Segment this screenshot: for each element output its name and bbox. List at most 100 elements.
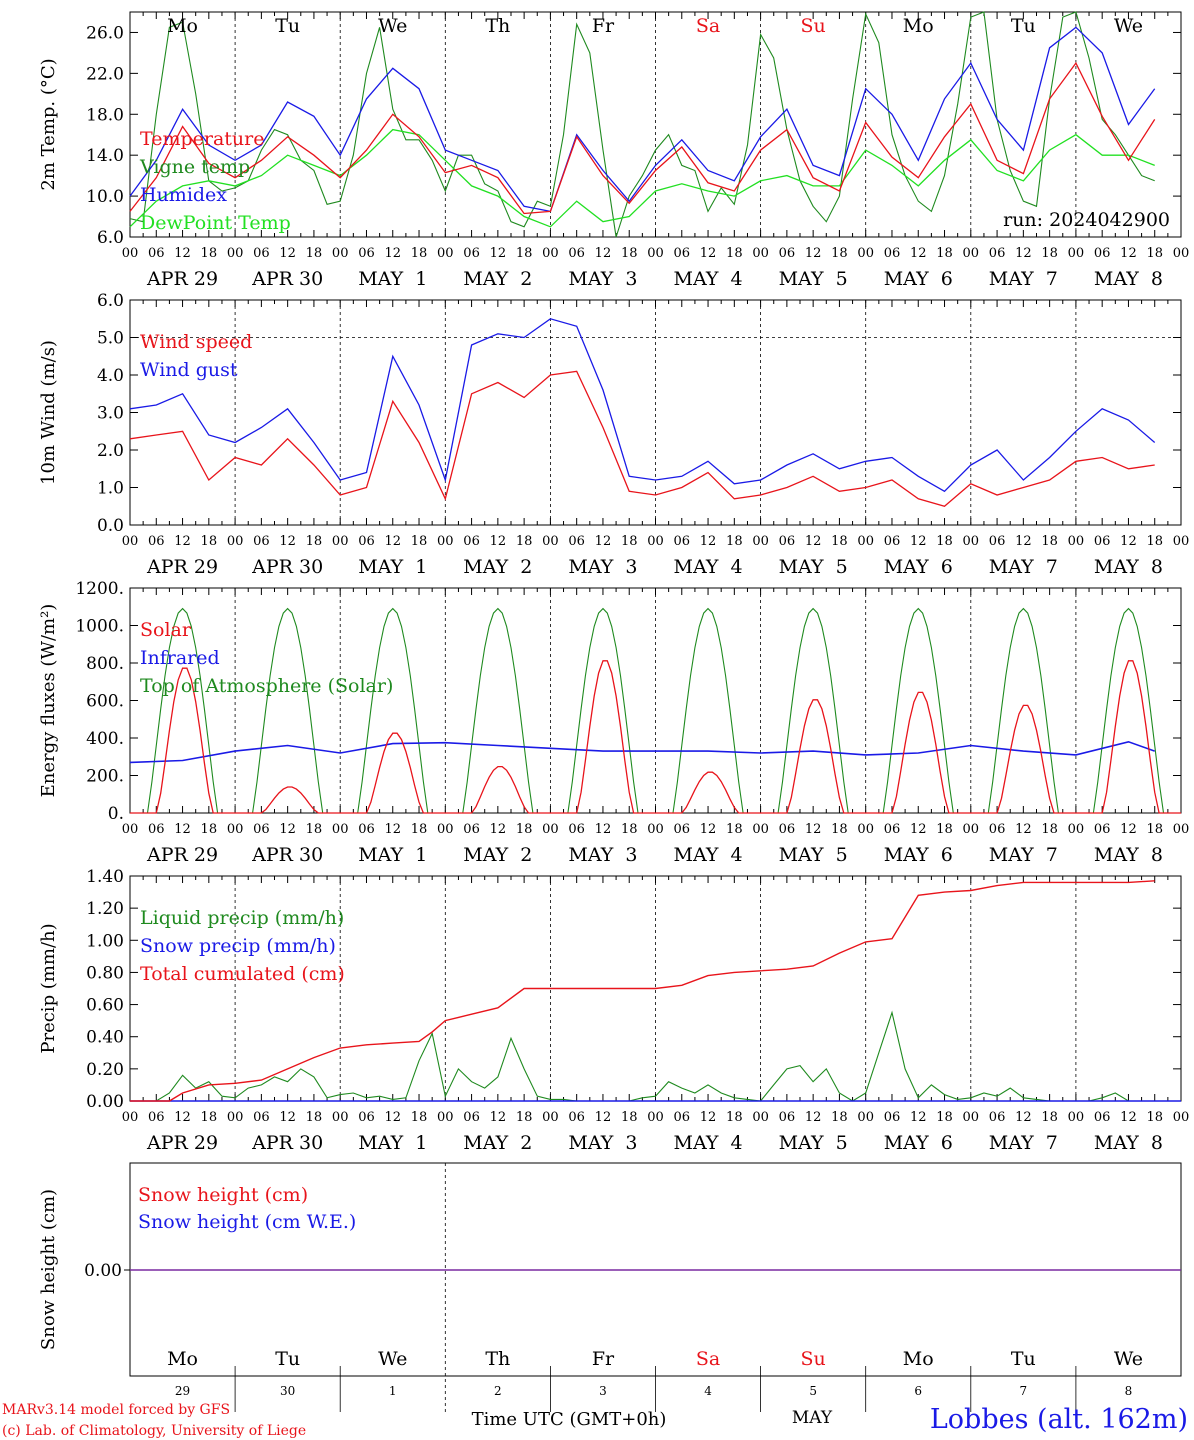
day-number-label: 5 [809, 1384, 817, 1398]
hour-tick-label: 18 [936, 534, 953, 549]
hour-tick-label: 06 [463, 534, 480, 549]
weekday-label: Th [485, 15, 510, 37]
date-label: MAY 1 [358, 268, 427, 290]
hour-tick-label: 18 [201, 534, 218, 549]
hour-tick-label: 12 [490, 534, 507, 549]
date-label: MAY 4 [673, 1132, 742, 1154]
weekday-label: We [1114, 1348, 1143, 1370]
y-tick-label: 200. [86, 767, 124, 787]
hour-tick-label: 12 [490, 1110, 507, 1125]
date-label: APR 29 [146, 844, 218, 866]
hour-tick-label: 06 [253, 822, 270, 837]
hour-tick-label: 18 [831, 822, 848, 837]
series-total-cumulated [130, 880, 1155, 1102]
hour-tick-label: 00 [227, 246, 244, 261]
day-number-label: 29 [175, 1384, 190, 1398]
legend-wind-speed: Wind speed [140, 331, 252, 353]
hour-tick-label: 12 [384, 246, 401, 261]
hour-tick-label: 12 [279, 534, 296, 549]
date-label: MAY 7 [989, 1132, 1058, 1154]
date-label: MAY 6 [884, 268, 953, 290]
hour-tick-label: 18 [621, 822, 638, 837]
date-label: MAY 5 [779, 844, 848, 866]
weekday-label: Mo [903, 15, 934, 37]
hour-tick-label: 12 [595, 246, 612, 261]
y-tick-label: 1000. [75, 617, 124, 637]
date-label: MAY 7 [989, 556, 1058, 578]
hour-tick-label: 00 [963, 534, 980, 549]
hour-tick-label: 18 [516, 534, 533, 549]
hour-tick-label: 12 [1120, 534, 1137, 549]
hour-tick-label: 12 [174, 822, 191, 837]
hour-tick-label: 18 [831, 534, 848, 549]
hour-tick-label: 06 [1094, 1110, 1111, 1125]
series-temperature [129, 61, 1156, 215]
legend-wind-gust: Wind gust [140, 359, 238, 381]
hour-tick-label: 12 [1120, 246, 1137, 261]
hour-tick-label: 06 [253, 1110, 270, 1125]
series-wind-gust [129, 318, 1156, 493]
date-label: APR 29 [146, 1132, 218, 1154]
y-tick-label: 1.0 [97, 479, 124, 499]
hour-tick-label: 00 [857, 1110, 874, 1125]
hour-tick-label: 12 [805, 822, 822, 837]
hour-tick-label: 12 [174, 1110, 191, 1125]
weekday-label: Tu [1011, 1348, 1036, 1370]
hour-tick-label: 06 [674, 822, 691, 837]
date-label: MAY 4 [673, 268, 742, 290]
hour-tick-label: 18 [1041, 534, 1058, 549]
hour-tick-label: 06 [989, 534, 1006, 549]
hour-tick-label: 00 [1068, 1110, 1085, 1125]
hour-tick-label: 18 [936, 822, 953, 837]
hour-tick-label: 18 [831, 246, 848, 261]
hour-tick-label: 18 [726, 822, 743, 837]
hour-tick-label: 06 [148, 1110, 165, 1125]
day-number-label: 8 [1125, 1384, 1133, 1398]
legend-infrared: Infrared [140, 647, 220, 669]
weekday-label: Sa [696, 1348, 720, 1370]
hour-tick-label: 00 [1173, 246, 1190, 261]
date-label: MAY 4 [673, 556, 742, 578]
date-label: MAY 3 [568, 556, 637, 578]
legend-humidex: Humidex [140, 184, 227, 206]
hour-tick-label: 18 [621, 246, 638, 261]
hour-tick-label: 06 [358, 822, 375, 837]
hour-tick-label: 06 [568, 822, 585, 837]
day-number-label: 30 [280, 1384, 295, 1398]
hour-tick-label: 06 [1094, 246, 1111, 261]
hour-tick-label: 00 [1173, 1110, 1190, 1125]
hour-tick-label: 00 [122, 246, 139, 261]
y-tick-label: 26.0 [86, 23, 124, 43]
station-label: Lobbes (alt. 162m) [930, 1404, 1188, 1435]
date-label: MAY 6 [884, 844, 953, 866]
hour-tick-label: 18 [201, 822, 218, 837]
legend-vigne-temp: Vigne temp [139, 156, 250, 178]
hour-tick-label: 06 [148, 534, 165, 549]
weekday-label: Tu [275, 15, 300, 37]
y-tick-label: 14.0 [86, 146, 124, 166]
day-number-label: 7 [1020, 1384, 1028, 1398]
date-label: MAY 8 [1094, 556, 1163, 578]
hour-tick-label: 18 [306, 1110, 323, 1125]
y-axis-label-1: 2m Temp. (°C) [38, 58, 59, 190]
hour-tick-label: 06 [884, 534, 901, 549]
y-tick-label: 1200. [75, 579, 124, 599]
date-label: MAY 8 [1094, 1132, 1163, 1154]
hour-tick-label: 06 [1094, 822, 1111, 837]
hour-tick-label: 06 [884, 822, 901, 837]
hour-tick-label: 18 [411, 1110, 428, 1125]
hour-tick-label: 18 [516, 1110, 533, 1125]
hour-tick-label: 12 [910, 534, 927, 549]
y-tick-label: 6.0 [97, 228, 124, 248]
hour-tick-label: 12 [1015, 822, 1032, 837]
legend-snow-precip-mm-h-: Snow precip (mm/h) [140, 935, 336, 957]
y-tick-label: 6.0 [97, 291, 124, 311]
hour-tick-label: 00 [542, 822, 559, 837]
hour-tick-label: 00 [752, 246, 769, 261]
hour-tick-label: 00 [857, 246, 874, 261]
date-label: MAY 6 [884, 1132, 953, 1154]
hour-tick-label: 18 [411, 822, 428, 837]
date-label: MAY 3 [568, 268, 637, 290]
hour-tick-label: 12 [700, 822, 717, 837]
